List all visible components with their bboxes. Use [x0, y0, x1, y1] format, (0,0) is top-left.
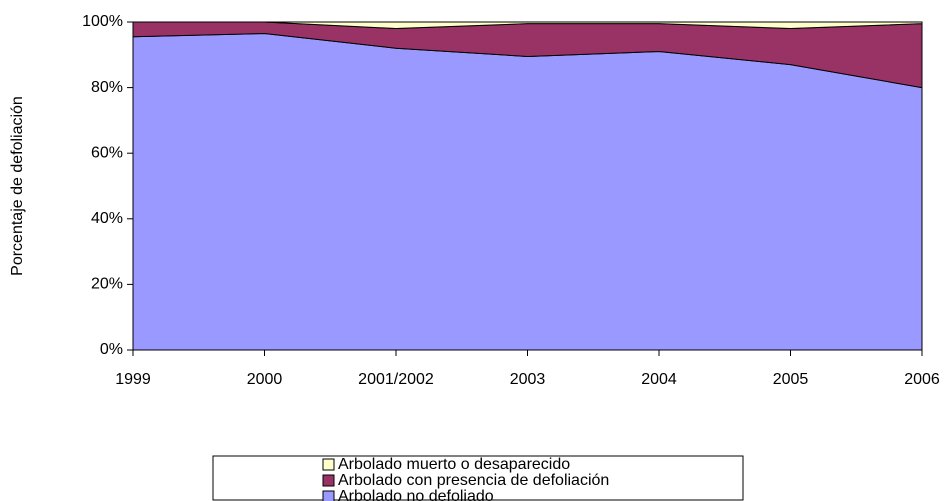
legend-label: Arbolado no defoliado: [338, 488, 494, 501]
x-tick-label: 1999: [115, 371, 151, 388]
x-tick-label: 2006: [904, 371, 940, 388]
y-axis-label: Porcentaje de defoliación: [9, 96, 26, 276]
y-tick-label: 60%: [91, 144, 123, 161]
y-tick-label: 0%: [100, 341, 123, 358]
x-tick-label: 2000: [247, 371, 283, 388]
y-tick-label: 20%: [91, 276, 123, 293]
x-tick-label: 2003: [510, 371, 546, 388]
area: [133, 21, 923, 30]
area: [132, 32, 923, 351]
x-tick-label: 2005: [773, 371, 809, 388]
legend-label: Arbolado con presencia de defoliación: [338, 472, 609, 489]
legend-swatch: [322, 458, 335, 471]
y-tick-label: 40%: [91, 210, 123, 227]
legend-box: [212, 455, 744, 501]
x-tick-label: 2001/2002: [358, 371, 434, 388]
y-tick-label: 80%: [91, 79, 123, 96]
y-tick-label: 100%: [82, 13, 123, 30]
legend-label: Arbolado muerto o desaparecido: [338, 456, 570, 473]
x-tick-label: 2004: [641, 371, 677, 388]
legend-swatch: [322, 490, 335, 501]
legend-swatch: [322, 474, 335, 487]
